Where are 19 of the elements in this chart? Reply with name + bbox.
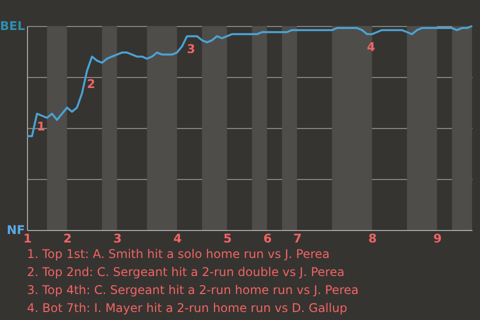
text: 3. Top 4th: C. Sergeant hit a 2-run home run vs J. Perea <box>27 283 359 297</box>
x-tick-label: 9 <box>433 232 442 246</box>
x-tick-label: 5 <box>223 232 232 246</box>
text: 1. Top 1st: A. Smith hit a solo home run vs J. Perea <box>27 247 330 261</box>
text: 2. Top 2nd: C. Sergeant hit a 2-run double vs J. Perea <box>27 265 344 279</box>
text: NF <box>6 223 25 237</box>
annotation: 4 <box>366 40 376 54</box>
x-tick-label: 7 <box>293 232 302 246</box>
annotation: 1 <box>36 120 46 134</box>
text: 4. Bot 7th: I. Mayer hit a 2-run home run vs D. Gallup <box>27 301 348 315</box>
x-tick-label: 3 <box>113 232 122 246</box>
x-tick-label: 6 <box>263 232 272 246</box>
x-tick-label: 4 <box>173 232 182 246</box>
x-tick-label: 2 <box>63 232 72 246</box>
text: BEL <box>0 19 26 33</box>
x-tick-label: 8 <box>368 232 377 246</box>
annotation: 2 <box>86 76 96 91</box>
annotation: 3 <box>186 42 196 56</box>
x-tick-label: 1 <box>23 232 32 246</box>
